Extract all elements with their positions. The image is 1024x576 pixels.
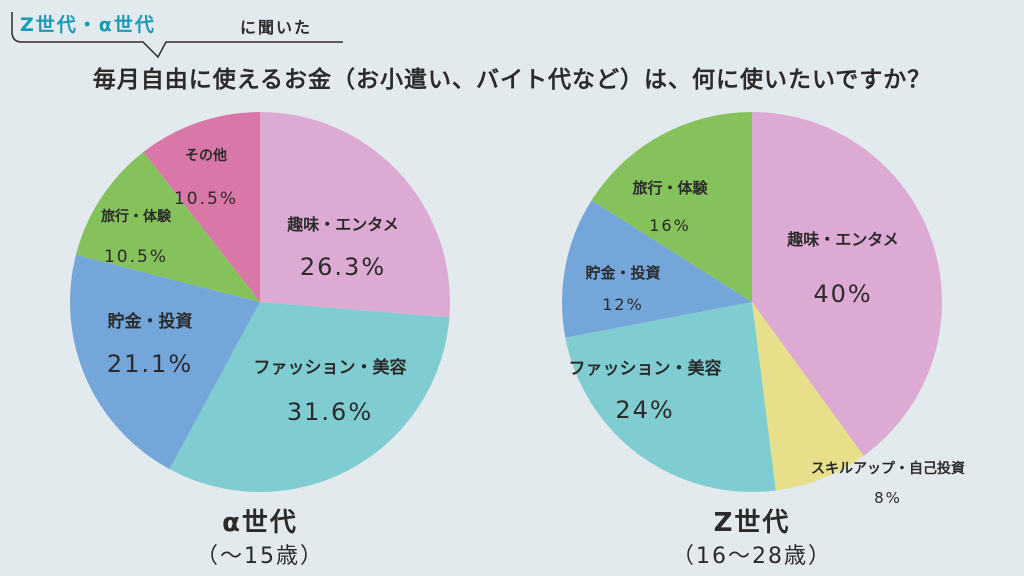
slice-value-label: 31.6% bbox=[287, 398, 373, 426]
pie-slice bbox=[752, 302, 864, 491]
alpha-group-range: （〜15歳） bbox=[196, 544, 324, 569]
slice-label: 趣味・エンタメ bbox=[786, 230, 899, 249]
pie-chart-alpha: 趣味・エンタメ 26.3% ファッション・美容 31.6% 貯金・投資 21.1% 旅行・体… bbox=[69, 112, 450, 492]
pie-slice bbox=[752, 112, 942, 456]
pie-slice bbox=[143, 112, 260, 302]
pie-slice bbox=[565, 302, 776, 493]
pie-slice bbox=[169, 302, 450, 492]
slice-label: スキルアップ・自己投資 bbox=[811, 460, 965, 477]
slice-label: 旅行・体験 bbox=[101, 208, 172, 225]
slice-label: 貯金・投資 bbox=[108, 311, 193, 332]
pie-slice bbox=[69, 254, 260, 470]
slice-value-label: 10.5% bbox=[174, 189, 238, 209]
survey-tag: Z世代・α世代 に聞いた bbox=[8, 2, 348, 62]
slice-label: 貯金・投資 bbox=[585, 264, 660, 282]
slice-label: 趣味・エンタメ bbox=[286, 215, 399, 234]
z-group-range: （16〜28歳） bbox=[672, 544, 832, 569]
z-group-name: Z世代 bbox=[713, 508, 791, 538]
slice-label: その他 bbox=[185, 147, 227, 164]
slice-value-label: 10.5% bbox=[104, 247, 168, 267]
pie-slice bbox=[260, 112, 450, 318]
slice-label: 旅行・体験 bbox=[632, 179, 708, 197]
tag-generations: Z世代・α世代 bbox=[20, 14, 156, 36]
pie-slice bbox=[75, 151, 260, 302]
page-title: 毎月自由に使えるお金（お小遣い、バイト代など）は、何に使いたいですか？ bbox=[92, 67, 932, 93]
speech-bubble-outline bbox=[11, 12, 343, 59]
pie-slice bbox=[562, 200, 752, 338]
slice-value-label: 16% bbox=[649, 216, 691, 235]
pie-chart-z: 趣味・エンタメ 40% スキルアップ・自己投資 8% ファッション・美容 24% 貯金・投資… bbox=[562, 112, 965, 507]
slice-label: ファッション・美容 bbox=[569, 358, 722, 379]
slice-value-label: 21.1% bbox=[107, 350, 193, 378]
slice-value-label: 40% bbox=[813, 280, 872, 308]
pie-slice bbox=[591, 112, 752, 302]
slice-value-label: 12% bbox=[602, 295, 644, 314]
alpha-group-name: α世代 bbox=[222, 508, 298, 538]
slice-value-label: 24% bbox=[615, 396, 674, 424]
slice-value-label: 26.3% bbox=[300, 253, 386, 281]
slice-value-label: 8% bbox=[874, 489, 902, 507]
slice-label: ファッション・美容 bbox=[254, 357, 407, 378]
tag-asked: に聞いた bbox=[240, 18, 313, 37]
